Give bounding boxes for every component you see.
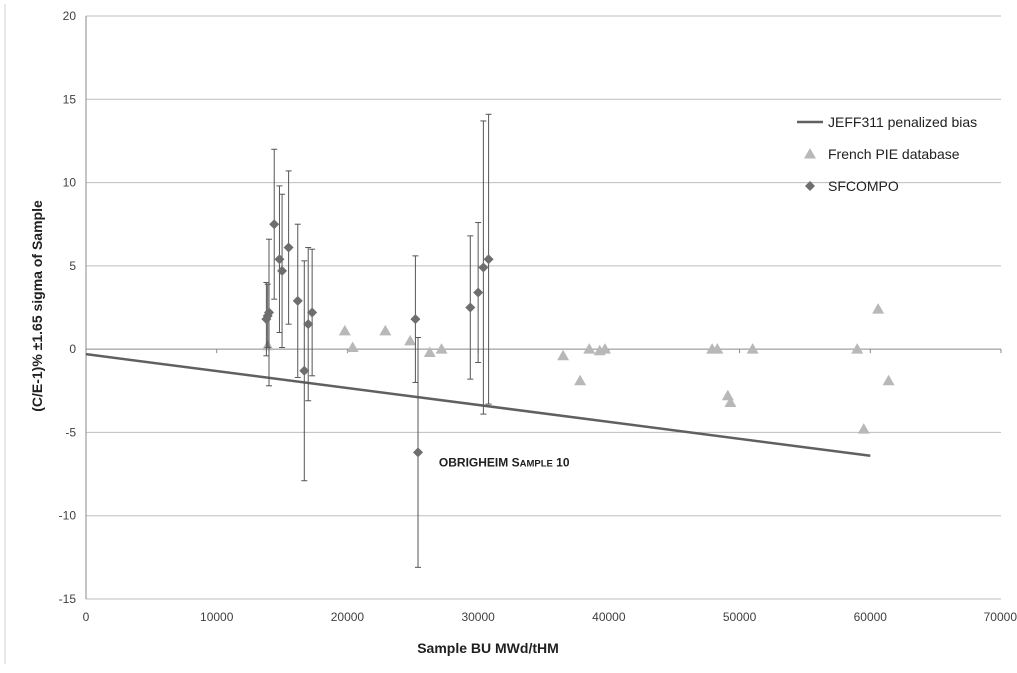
grid-layer bbox=[86, 15, 1001, 600]
french-pie-point bbox=[851, 343, 864, 354]
sfcompo-point bbox=[307, 307, 318, 318]
legend: JEFF311 penalized bias French PIE databas… bbox=[797, 114, 977, 194]
sfcompo-point bbox=[277, 265, 288, 276]
french-pie-point bbox=[711, 343, 724, 354]
sfcompo-point bbox=[303, 319, 314, 330]
sfcompo-point bbox=[283, 242, 294, 253]
sfcompo-point bbox=[299, 365, 310, 376]
sfcompo-point bbox=[410, 314, 421, 325]
y-tick-label: -10 bbox=[59, 509, 77, 523]
x-tick-label: 50000 bbox=[723, 610, 757, 624]
french-pie-point bbox=[338, 324, 351, 336]
legend-diamond-swatch bbox=[805, 181, 815, 191]
x-tick-label: 70000 bbox=[984, 610, 1017, 624]
french-pie-point bbox=[423, 346, 436, 357]
y-tick-label: 10 bbox=[63, 176, 77, 190]
x-tick-label: 40000 bbox=[592, 610, 626, 624]
annotation-layer: OBRIGHEIM SAMPLE 10 bbox=[439, 455, 570, 469]
french-pie-point bbox=[746, 343, 759, 354]
x-axis-title: Sample BU MWd/tHM bbox=[417, 640, 559, 656]
french-pie-point bbox=[435, 343, 448, 354]
y-tick-label: -15 bbox=[59, 592, 77, 606]
series-layer bbox=[85, 113, 895, 568]
french-pie-point bbox=[724, 396, 737, 407]
french-pie-point bbox=[379, 324, 392, 336]
sfcompo-point bbox=[478, 262, 489, 273]
y-tick-label: 20 bbox=[63, 9, 77, 23]
y-tick-label: 5 bbox=[69, 259, 76, 273]
sfcompo-point bbox=[269, 219, 280, 230]
french-pie-point bbox=[574, 374, 587, 386]
french-pie-point bbox=[583, 343, 596, 354]
y-tick-label: 0 bbox=[69, 342, 76, 356]
x-tick-label: 60000 bbox=[854, 610, 888, 624]
y-tick-label: 15 bbox=[63, 92, 77, 106]
x-tick-label: 10000 bbox=[200, 610, 234, 624]
sfcompo-point bbox=[413, 447, 424, 458]
annotation-obrigheim: OBRIGHEIM SAMPLE 10 bbox=[439, 455, 570, 469]
axis-layer: 20 15 10 5 0 -5 -10 -15 0 10000 20000 30000 40000 500… bbox=[59, 9, 1017, 624]
y-tick-label: -5 bbox=[65, 425, 76, 439]
sfcompo-point bbox=[274, 254, 285, 265]
french-pie-point bbox=[857, 423, 870, 434]
y-axis-title: (C/E-1)% ±1.65 sigma of Sample bbox=[29, 200, 45, 412]
french-pie-point bbox=[346, 341, 359, 352]
x-tick-label: 30000 bbox=[461, 610, 495, 624]
legend-label: French PIE database bbox=[828, 146, 960, 162]
french-pie-point bbox=[557, 349, 570, 361]
annotation-text-main: OBRIGHEIM S bbox=[439, 455, 520, 469]
annotation-text-number: 10 bbox=[553, 455, 570, 469]
x-tick-label: 20000 bbox=[331, 610, 365, 624]
x-tick-label: 0 bbox=[83, 610, 90, 624]
legend-triangle-swatch bbox=[804, 148, 816, 159]
french-pie-point bbox=[598, 343, 611, 354]
french-pie-point bbox=[404, 334, 417, 346]
sfcompo-point bbox=[264, 307, 274, 318]
sfcompo-point bbox=[483, 254, 494, 265]
legend-label: SFCOMPO bbox=[828, 178, 899, 194]
sfcompo-point bbox=[292, 295, 303, 306]
legend-label: JEFF311 penalized bias bbox=[828, 114, 977, 130]
sfcompo-point bbox=[465, 302, 476, 313]
sfcompo-point bbox=[473, 287, 484, 298]
french-pie-point bbox=[872, 303, 885, 314]
annotation-text-smallcaps: AMPLE bbox=[520, 458, 553, 469]
french-pie-point bbox=[882, 374, 895, 386]
bias-line bbox=[85, 352, 871, 457]
